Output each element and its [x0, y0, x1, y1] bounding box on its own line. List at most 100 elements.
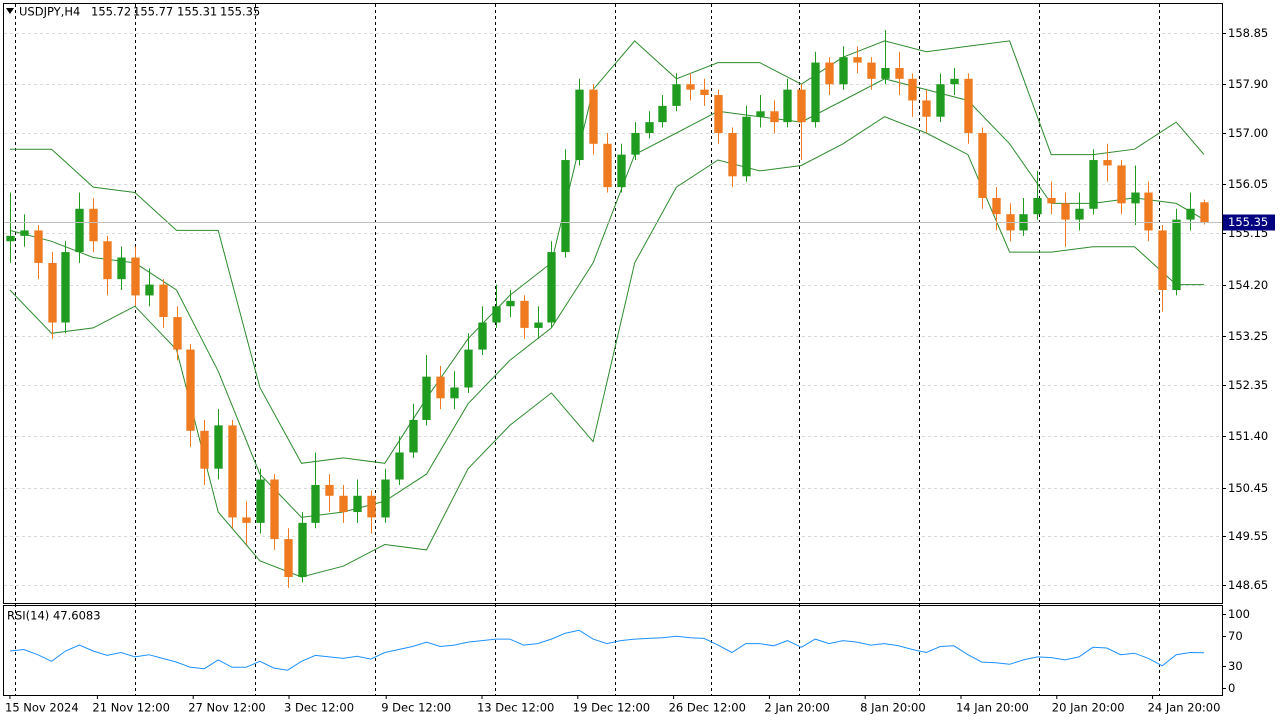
- candle-body: [770, 111, 779, 123]
- candle-body: [811, 62, 820, 123]
- y-tick-label: 153.25: [1228, 329, 1268, 343]
- menu-arrow[interactable]: [6, 8, 14, 14]
- candle-body: [797, 89, 806, 123]
- candle-body: [631, 132, 640, 155]
- candle-body: [964, 78, 973, 133]
- candle-body: [561, 160, 570, 253]
- candle-body: [145, 284, 154, 296]
- candle-body: [284, 539, 293, 578]
- plot-layer: [4, 30, 1222, 588]
- y-tick-label: 151.40: [1228, 429, 1268, 443]
- candle-body: [256, 479, 265, 523]
- candle-body: [756, 111, 765, 117]
- y-tick-label: 157.00: [1228, 126, 1268, 140]
- candle-body: [89, 208, 98, 242]
- candle-body: [1103, 160, 1112, 166]
- candle-body: [645, 122, 654, 133]
- band-middle: [9, 78, 1205, 518]
- y-tick-label: 152.35: [1228, 378, 1268, 392]
- candle-body: [1117, 165, 1126, 204]
- candle-body: [1047, 197, 1056, 204]
- candle-body: [325, 484, 334, 496]
- candle-body: [936, 84, 945, 117]
- candle-body: [603, 143, 612, 188]
- candle-body: [742, 116, 751, 177]
- x-tick-label: 8 Jan 20:00: [860, 701, 926, 715]
- candle-body: [658, 105, 667, 123]
- candle-body: [547, 252, 556, 323]
- candle-body: [617, 154, 626, 188]
- candle-body: [270, 479, 279, 540]
- x-tick-label: 21 Nov 12:00: [92, 701, 170, 715]
- candle-body: [436, 376, 445, 399]
- candle-body: [186, 349, 195, 431]
- candle-body: [34, 230, 43, 263]
- x-tick-label: 15 Nov 2024: [5, 701, 79, 715]
- x-tick-label: 3 Dec 12:00: [284, 701, 354, 715]
- candle-body: [214, 425, 223, 469]
- candle-body: [395, 452, 404, 480]
- y-tick-label: 154.20: [1228, 278, 1268, 292]
- candle-body: [853, 57, 862, 63]
- main-panel: [3, 3, 1223, 604]
- rsi-tick-label: 70: [1228, 629, 1243, 643]
- y-tick-label: 156.05: [1228, 177, 1268, 191]
- candle-body: [700, 89, 709, 96]
- header-high: 155.77: [133, 5, 173, 19]
- candle-body: [298, 522, 307, 578]
- candle-body: [992, 197, 1001, 215]
- price-tag: [1223, 214, 1275, 231]
- rsi-panel: [3, 605, 1223, 696]
- candle-body: [950, 78, 959, 85]
- candle-body: [881, 67, 890, 79]
- price-tag-label: 155.35: [1228, 215, 1268, 229]
- candle-body: [353, 495, 362, 513]
- candle-body: [839, 57, 848, 85]
- rsi-title: RSI(14): [7, 609, 49, 623]
- candle-body: [1075, 208, 1084, 220]
- x-tick-label: 27 Nov 12:00: [188, 701, 266, 715]
- header-close: 155.35: [220, 5, 260, 19]
- candle-body: [20, 230, 29, 236]
- candle-body: [686, 84, 695, 90]
- rsi-tick-label: 0: [1228, 681, 1235, 695]
- header-open: 155.72: [91, 5, 131, 19]
- candle-body: [200, 430, 209, 469]
- candle-body: [492, 306, 501, 323]
- candle-body: [173, 317, 182, 350]
- symbol: USDJPY,H4: [19, 5, 80, 19]
- candle-body: [48, 262, 57, 323]
- candle-body: [1144, 192, 1153, 231]
- x-tick-label: 9 Dec 12:00: [381, 701, 451, 715]
- y-tick-label: 157.90: [1228, 77, 1268, 91]
- candle-body: [728, 132, 737, 177]
- candle-body: [1200, 202, 1209, 223]
- candle-body: [672, 84, 681, 106]
- candle-body: [895, 67, 904, 79]
- candle-body: [367, 495, 376, 518]
- y-tick-label: 158.85: [1228, 26, 1268, 40]
- candle-body: [520, 300, 529, 328]
- candle-body: [825, 62, 834, 85]
- candle-body: [381, 479, 390, 518]
- candle-body: [575, 89, 584, 161]
- candle-body: [1089, 160, 1098, 209]
- band-upper: [9, 40, 1205, 464]
- candle-body: [409, 419, 418, 453]
- candle-body: [783, 89, 792, 123]
- candle-body: [103, 241, 112, 280]
- candle-body: [242, 517, 251, 523]
- y-tick-label: 150.45: [1228, 481, 1268, 495]
- rsi-value: 47.6083: [53, 609, 101, 623]
- x-tick-label: 24 Jan 20:00: [1148, 701, 1221, 715]
- candle-body: [1158, 230, 1167, 291]
- candle-body: [978, 132, 987, 198]
- y-tick-label: 149.55: [1228, 529, 1268, 543]
- candle-body: [714, 95, 723, 133]
- x-tick-label: 20 Jan 20:00: [1052, 701, 1125, 715]
- candle-body: [1172, 219, 1181, 291]
- candle-body: [131, 257, 140, 296]
- x-tick-label: 14 Jan 20:00: [956, 701, 1029, 715]
- candle-body: [589, 89, 598, 144]
